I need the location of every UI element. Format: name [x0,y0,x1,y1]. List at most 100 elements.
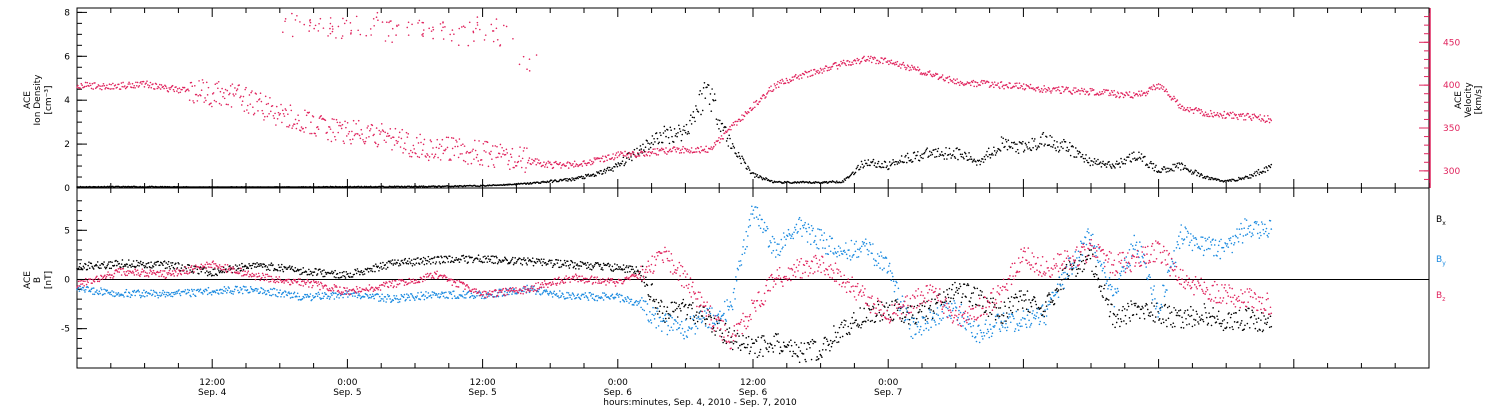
velocity-point [1058,89,1061,92]
by-point [398,298,400,301]
by-point [424,295,426,297]
bx-point [439,262,442,265]
by-point [100,288,103,291]
density-point [982,161,985,163]
density-point [1138,151,1140,154]
velocity-point [687,150,690,153]
velocity-point [502,153,504,155]
velocity-point [195,93,198,96]
bx-point [851,316,853,319]
bx-point [1005,320,1007,322]
by-point [87,286,89,289]
by-point [245,286,247,288]
velocity-point [205,99,207,102]
bx-point [966,284,968,287]
velocity-point [245,86,247,89]
bx-point [170,262,172,264]
velocity-point [1173,95,1175,98]
velocity-outlier-point [432,26,434,29]
bx-point [1118,309,1120,311]
bx-point [786,346,788,348]
density-point [649,143,651,145]
bx-point [379,262,382,265]
bx-point [764,341,767,343]
bx-point [116,264,118,267]
bx-point [531,257,534,260]
bx-point [795,344,798,346]
bx-point [835,336,838,338]
bx-point [987,315,990,318]
velocity-point [152,83,154,85]
velocity-outlier-point [318,22,320,25]
density-point [742,159,745,161]
density-point [962,156,964,159]
by-point [241,288,243,290]
velocity-point [1064,88,1067,91]
velocity-point [1039,90,1042,92]
density-point [910,159,912,161]
velocity-point [241,100,244,103]
bx-point [1193,324,1196,326]
velocity-outlier-point [331,25,334,28]
velocity-point [122,81,124,84]
velocity-point [399,146,402,148]
by-point [305,296,308,298]
bx-point [189,269,191,271]
velocity-point [286,125,288,128]
by-point [318,293,320,296]
bx-point [1097,277,1100,280]
by-point [194,295,197,298]
density-point [764,178,766,181]
density-point [1036,147,1039,149]
bx-point [920,310,923,313]
by-point [290,292,293,294]
bx-point [759,348,762,351]
velocity-outlier-point [369,28,372,30]
by-point [171,291,173,294]
by-point [370,295,373,298]
velocity-point [431,153,433,155]
density-point [841,181,843,184]
bx-point [660,299,662,302]
velocity-point [594,158,596,161]
density-point [1011,147,1014,150]
density-point [659,131,661,134]
velocity-point [378,129,380,132]
velocity-point [508,159,510,162]
bx-point [775,333,778,336]
bx-point [250,267,253,270]
velocity-point [794,75,796,77]
bx-point [447,261,450,263]
velocity-point [1047,86,1050,89]
density-point [728,134,730,137]
by-point [399,298,402,300]
velocity-point [940,76,943,78]
velocity-point [111,87,113,90]
velocity-point [303,131,305,133]
velocity-outlier-point [397,24,400,26]
by-point [222,290,225,292]
velocity-point [825,65,828,68]
bx-point [1147,314,1150,317]
by-point [146,295,148,297]
velocity-point [629,152,631,155]
velocity-point [235,89,238,92]
velocity-point [958,84,961,86]
bx-point [1113,313,1116,316]
velocity-point [726,130,729,132]
velocity-point [973,85,975,88]
velocity-point [156,87,159,90]
density-point [1096,163,1098,166]
density-point [1065,149,1068,152]
velocity-point [181,88,183,91]
bx-point [1052,299,1054,302]
velocity-point [719,138,722,140]
bx-point [347,272,349,275]
bx-point [121,259,124,261]
velocity-point [1034,89,1037,92]
by-point [102,293,105,296]
velocity-point [191,85,194,88]
bx-point [1104,299,1107,301]
bx-point [399,264,402,266]
bx-point [695,314,697,317]
